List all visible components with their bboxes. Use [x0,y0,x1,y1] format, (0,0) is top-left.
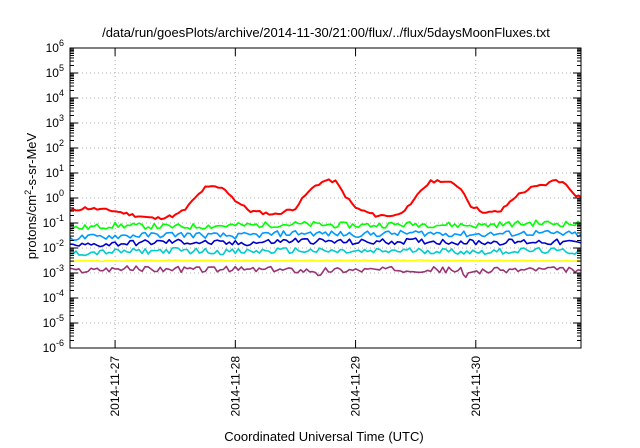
y-tick-label: 100 [46,188,64,205]
series-line [69,229,582,241]
grid [70,48,581,348]
x-tick-label: 2014-11-28 [228,356,242,417]
y-axis-label: protons/cm2-s-sr-MeV [23,132,39,259]
x-axis-label: Coordinated Universal Time (UTC) [224,429,423,444]
x-tick-label: 2014-11-30 [469,356,483,417]
y-tick-label: 10-1 [43,213,64,230]
series-line [69,265,582,279]
y-tick-label: 101 [46,163,64,180]
series-line [69,259,582,263]
y-tick-label: 10-3 [43,263,64,280]
y-tick-label: 10-5 [43,313,64,330]
y-tick-label: 10-4 [43,288,64,305]
series-group [69,178,582,279]
y-tick-labels: 10-6 10-5 10-4 10-3 10-2 10-1 100 101 102 103 104 1… [43,38,64,355]
y-tick-label: 10-2 [43,238,64,255]
y-tick-label: 105 [46,63,64,80]
y-tick-label: 106 [46,38,64,55]
y-tick-label: 104 [46,88,64,105]
x-tick-label: 2014-11-27 [108,356,122,417]
series-line [69,178,582,221]
y-tick-label: 103 [46,113,64,130]
x-tick-label: 2014-11-29 [349,356,363,417]
series-line [69,246,582,257]
series-line [69,219,582,232]
y-tick-label: 10-6 [43,338,64,355]
axis-ticks [70,47,581,349]
y-tick-label: 102 [46,138,64,155]
series-line [69,237,582,248]
x-tick-labels: 2014-11-27 2014-11-28 2014-11-29 2014-11-30 [108,356,483,417]
chart-title: /data/run/goesPlots/archive/2014-11-30/2… [102,25,550,40]
